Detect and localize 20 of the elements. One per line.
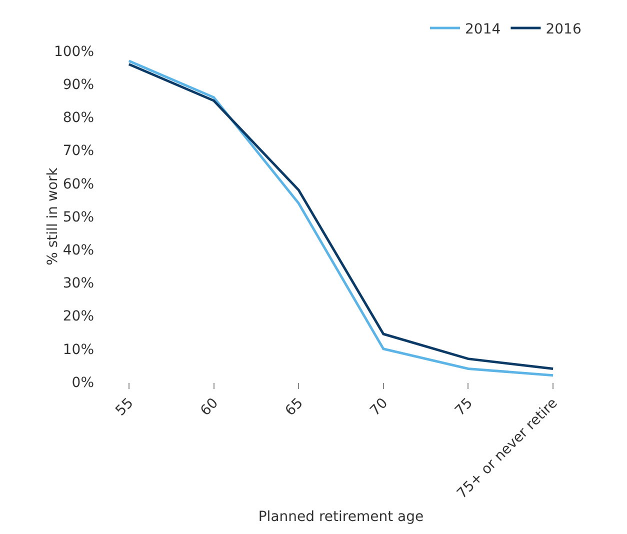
- y-tick-label: 20%: [62, 308, 94, 325]
- x-tick-label: 75: [452, 395, 476, 420]
- y-tick-label: 30%: [62, 276, 94, 292]
- x-axis-title: Planned retirement age: [258, 509, 424, 526]
- x-tick-label: 65: [282, 395, 306, 420]
- y-axis-title: % still in work: [44, 166, 61, 266]
- y-tick-label: 10%: [62, 342, 94, 358]
- legend-label: 2014: [465, 21, 501, 38]
- y-tick-label: 70%: [62, 143, 94, 160]
- y-tick-label: 100%: [54, 44, 94, 60]
- y-tick-label: 40%: [62, 242, 94, 258]
- legend-label: 2016: [546, 21, 582, 38]
- y-tick-label: 80%: [62, 110, 94, 126]
- y-tick-label: 60%: [62, 176, 94, 192]
- x-tick-label: 60: [198, 395, 222, 420]
- x-tick-label: 70: [367, 395, 392, 420]
- y-tick-label: 90%: [62, 77, 94, 93]
- x-tick-label: 55: [112, 395, 137, 420]
- y-tick-label: 0%: [72, 374, 94, 391]
- y-tick-label: 50%: [62, 209, 94, 226]
